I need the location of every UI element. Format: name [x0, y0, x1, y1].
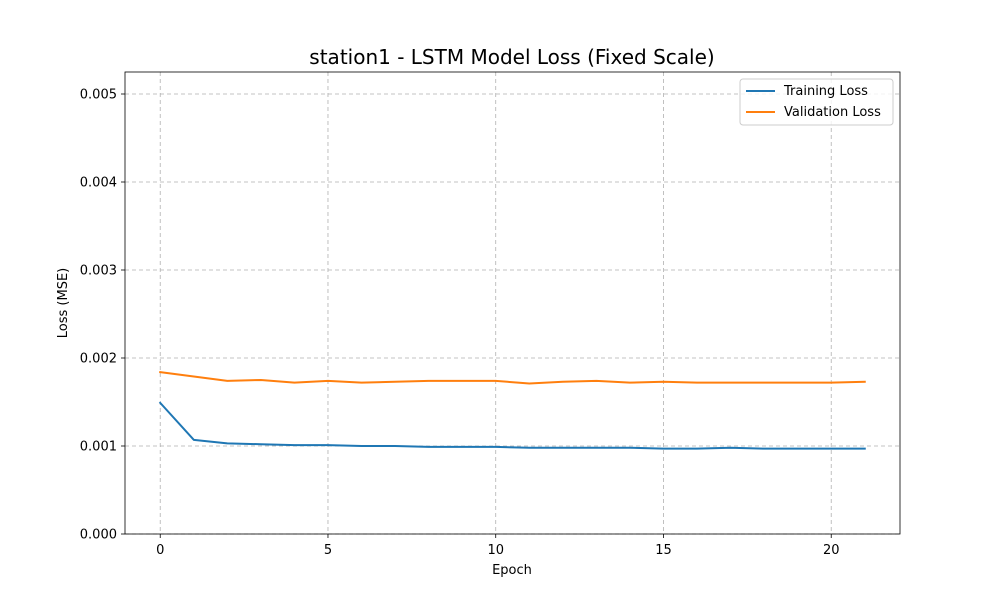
x-tick-label: 10	[487, 543, 504, 558]
legend-label-training: Training Loss	[783, 84, 868, 99]
series-layer	[158, 370, 866, 450]
y-tick-label: 0.001	[80, 440, 117, 455]
y-tick-label: 0.004	[80, 176, 117, 191]
y-axis-label: Loss (MSE)	[56, 268, 71, 338]
legend-label-validation: Validation Loss	[784, 105, 881, 120]
y-tick-label: 0.005	[80, 88, 117, 103]
series-line-validation-loss	[159, 370, 866, 385]
x-tick-label: 15	[655, 543, 672, 558]
y-tick-label: 0.000	[80, 528, 117, 543]
chart-title: station1 - LSTM Model Loss (Fixed Scale)	[309, 45, 714, 69]
x-tick-label: 5	[324, 543, 332, 558]
legend: Training Loss Validation Loss	[739, 78, 894, 126]
y-tick-label: 0.002	[80, 352, 117, 367]
x-tick-label: 20	[823, 543, 840, 558]
tick-layer: 0 5 10 15 20 0.000 0.001 0.002 0.003 0.004 0.005	[80, 88, 840, 559]
plot-frame	[124, 71, 901, 535]
x-tick-label: 0	[156, 543, 164, 558]
y-tick-label: 0.003	[80, 264, 117, 279]
legend-box	[739, 78, 894, 126]
series-line-training-loss	[158, 401, 866, 450]
x-axis-label: Epoch	[492, 563, 532, 578]
